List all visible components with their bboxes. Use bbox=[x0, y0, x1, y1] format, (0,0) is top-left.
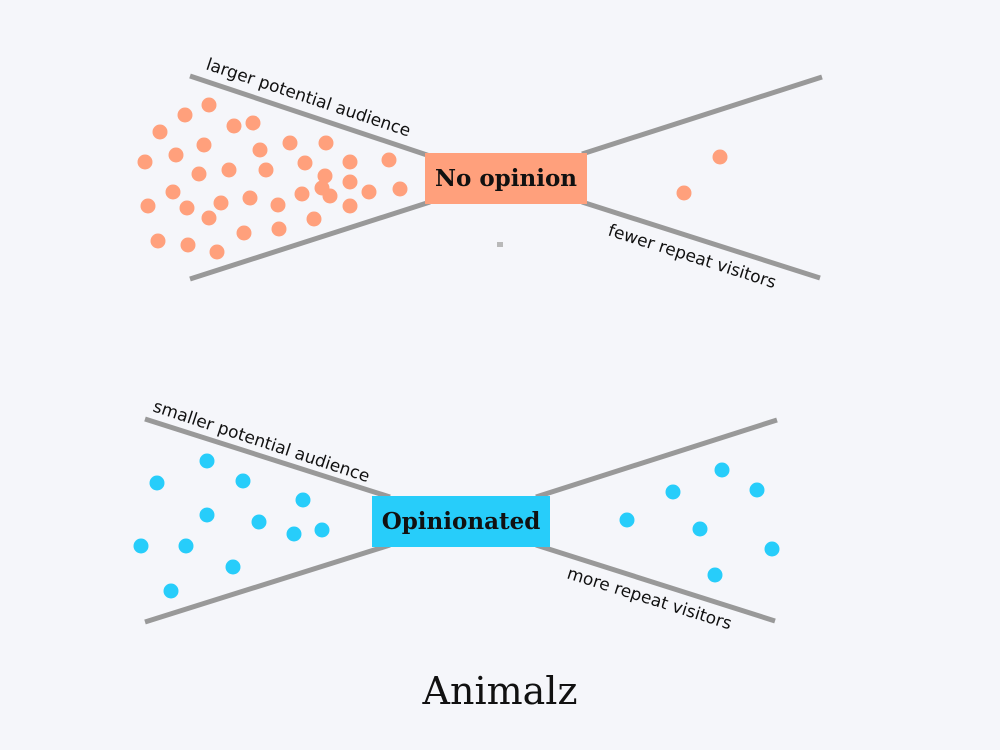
audience-dot bbox=[140, 198, 156, 214]
audience-dot bbox=[342, 174, 358, 190]
audience-dot bbox=[342, 198, 358, 214]
audience-dot bbox=[381, 152, 397, 168]
audience-dot bbox=[199, 453, 215, 469]
opinionated-box bbox=[372, 496, 550, 547]
audience-dot bbox=[201, 97, 217, 113]
audience-dot bbox=[271, 221, 287, 237]
top-right-upper-line bbox=[581, 74, 823, 157]
audience-dot bbox=[199, 507, 215, 523]
smaller-audience-label: smaller potential audience bbox=[150, 397, 372, 487]
top-right-lower-line bbox=[581, 199, 821, 281]
audience-dot bbox=[692, 521, 708, 537]
audience-dot bbox=[714, 462, 730, 478]
audience-dot bbox=[251, 514, 267, 530]
audience-dot bbox=[282, 135, 298, 151]
audience-dot bbox=[133, 538, 149, 554]
audience-dot bbox=[314, 522, 330, 538]
audience-dot bbox=[392, 181, 408, 197]
audience-dot bbox=[235, 473, 251, 489]
no-opinion-funnel: larger potential audience fewer repeat v… bbox=[137, 55, 823, 293]
audience-dot bbox=[226, 118, 242, 134]
audience-dot bbox=[676, 185, 692, 201]
audience-dot bbox=[225, 559, 241, 575]
audience-dot bbox=[179, 200, 195, 216]
audience-dot bbox=[318, 135, 334, 151]
audience-dot bbox=[270, 197, 286, 213]
audience-dot bbox=[306, 211, 322, 227]
audience-dot bbox=[342, 154, 358, 170]
audience-dot bbox=[152, 124, 168, 140]
audience-dot bbox=[245, 115, 261, 131]
bottom-right-dot-cluster bbox=[619, 462, 780, 583]
bottom-left-lower-line bbox=[144, 542, 391, 625]
opinionated-label: Opinionated bbox=[382, 508, 541, 535]
audience-dot bbox=[317, 168, 333, 184]
audience-dot bbox=[168, 147, 184, 163]
audience-dot bbox=[295, 492, 311, 508]
audience-dot bbox=[361, 184, 377, 200]
audience-dot bbox=[177, 107, 193, 123]
opinionated-funnel: smaller potential audience more repeat v… bbox=[133, 397, 780, 634]
audience-dot bbox=[191, 166, 207, 182]
top-left-lower-line bbox=[189, 199, 431, 282]
animalz-logo: Animalz bbox=[422, 669, 578, 713]
audience-dot bbox=[180, 237, 196, 253]
audience-dot bbox=[712, 149, 728, 165]
audience-dot bbox=[258, 162, 274, 178]
top-left-upper-line bbox=[189, 73, 431, 159]
no-opinion-label: No opinion bbox=[435, 165, 577, 192]
top-right-dot-cluster bbox=[676, 149, 728, 201]
bottom-left-upper-line bbox=[144, 416, 391, 500]
no-opinion-box bbox=[425, 153, 587, 204]
audience-dot bbox=[196, 137, 212, 153]
audience-dot bbox=[149, 475, 165, 491]
bottom-left-dot-cluster bbox=[133, 453, 330, 599]
bottom-right-lower-line bbox=[535, 542, 776, 624]
audience-dot bbox=[150, 233, 166, 249]
audience-dot bbox=[137, 154, 153, 170]
audience-dot bbox=[201, 210, 217, 226]
audience-dot bbox=[221, 162, 237, 178]
audience-dot bbox=[314, 180, 330, 196]
audience-dot bbox=[749, 482, 765, 498]
audience-dot bbox=[252, 142, 268, 158]
audience-dot bbox=[286, 526, 302, 542]
audience-dot bbox=[163, 583, 179, 599]
audience-dot bbox=[294, 186, 310, 202]
audience-dot bbox=[665, 484, 681, 500]
audience-dot bbox=[707, 567, 723, 583]
audience-dot bbox=[236, 225, 252, 241]
top-left-dot-cluster bbox=[137, 97, 408, 260]
audience-dot bbox=[178, 538, 194, 554]
bottom-right-upper-line bbox=[535, 417, 778, 500]
audience-dot bbox=[297, 155, 313, 171]
audience-dot bbox=[209, 244, 225, 260]
audience-dot bbox=[619, 512, 635, 528]
audience-dot bbox=[213, 195, 229, 211]
small-gray-marker bbox=[497, 242, 503, 247]
audience-dot bbox=[242, 190, 258, 206]
audience-dot bbox=[764, 541, 780, 557]
audience-dot bbox=[165, 184, 181, 200]
